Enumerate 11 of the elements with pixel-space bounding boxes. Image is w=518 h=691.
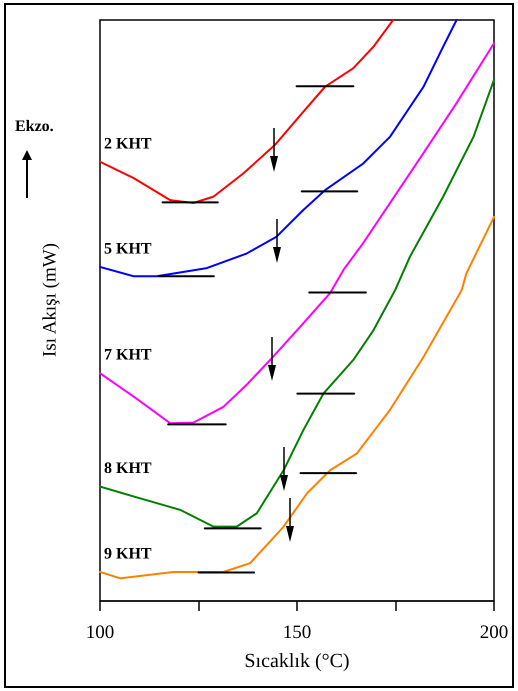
x-axis-title: Sıcaklık (°C) [244,650,350,672]
series-label: 8 KHT [104,460,152,478]
series-label: 2 KHT [104,135,152,152]
y-axis-title: Isı Akışı (mW) [40,243,60,357]
text: Ekzo. [15,118,54,136]
x-tick-label: 100 [86,622,114,643]
series-label: 7 KHT [104,346,152,364]
series-label: 9 KHT [104,545,152,562]
x-tick-label: 200 [480,622,508,643]
x-tick-label: 150 [282,622,312,643]
series-label: 5 KHT [104,240,152,258]
